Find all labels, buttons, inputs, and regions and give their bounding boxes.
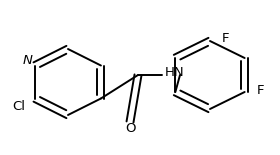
Text: HN: HN — [165, 66, 185, 80]
Text: N: N — [22, 54, 32, 67]
Text: Cl: Cl — [13, 100, 25, 113]
Text: F: F — [222, 33, 230, 46]
Text: O: O — [125, 122, 135, 135]
Text: F: F — [257, 84, 264, 97]
